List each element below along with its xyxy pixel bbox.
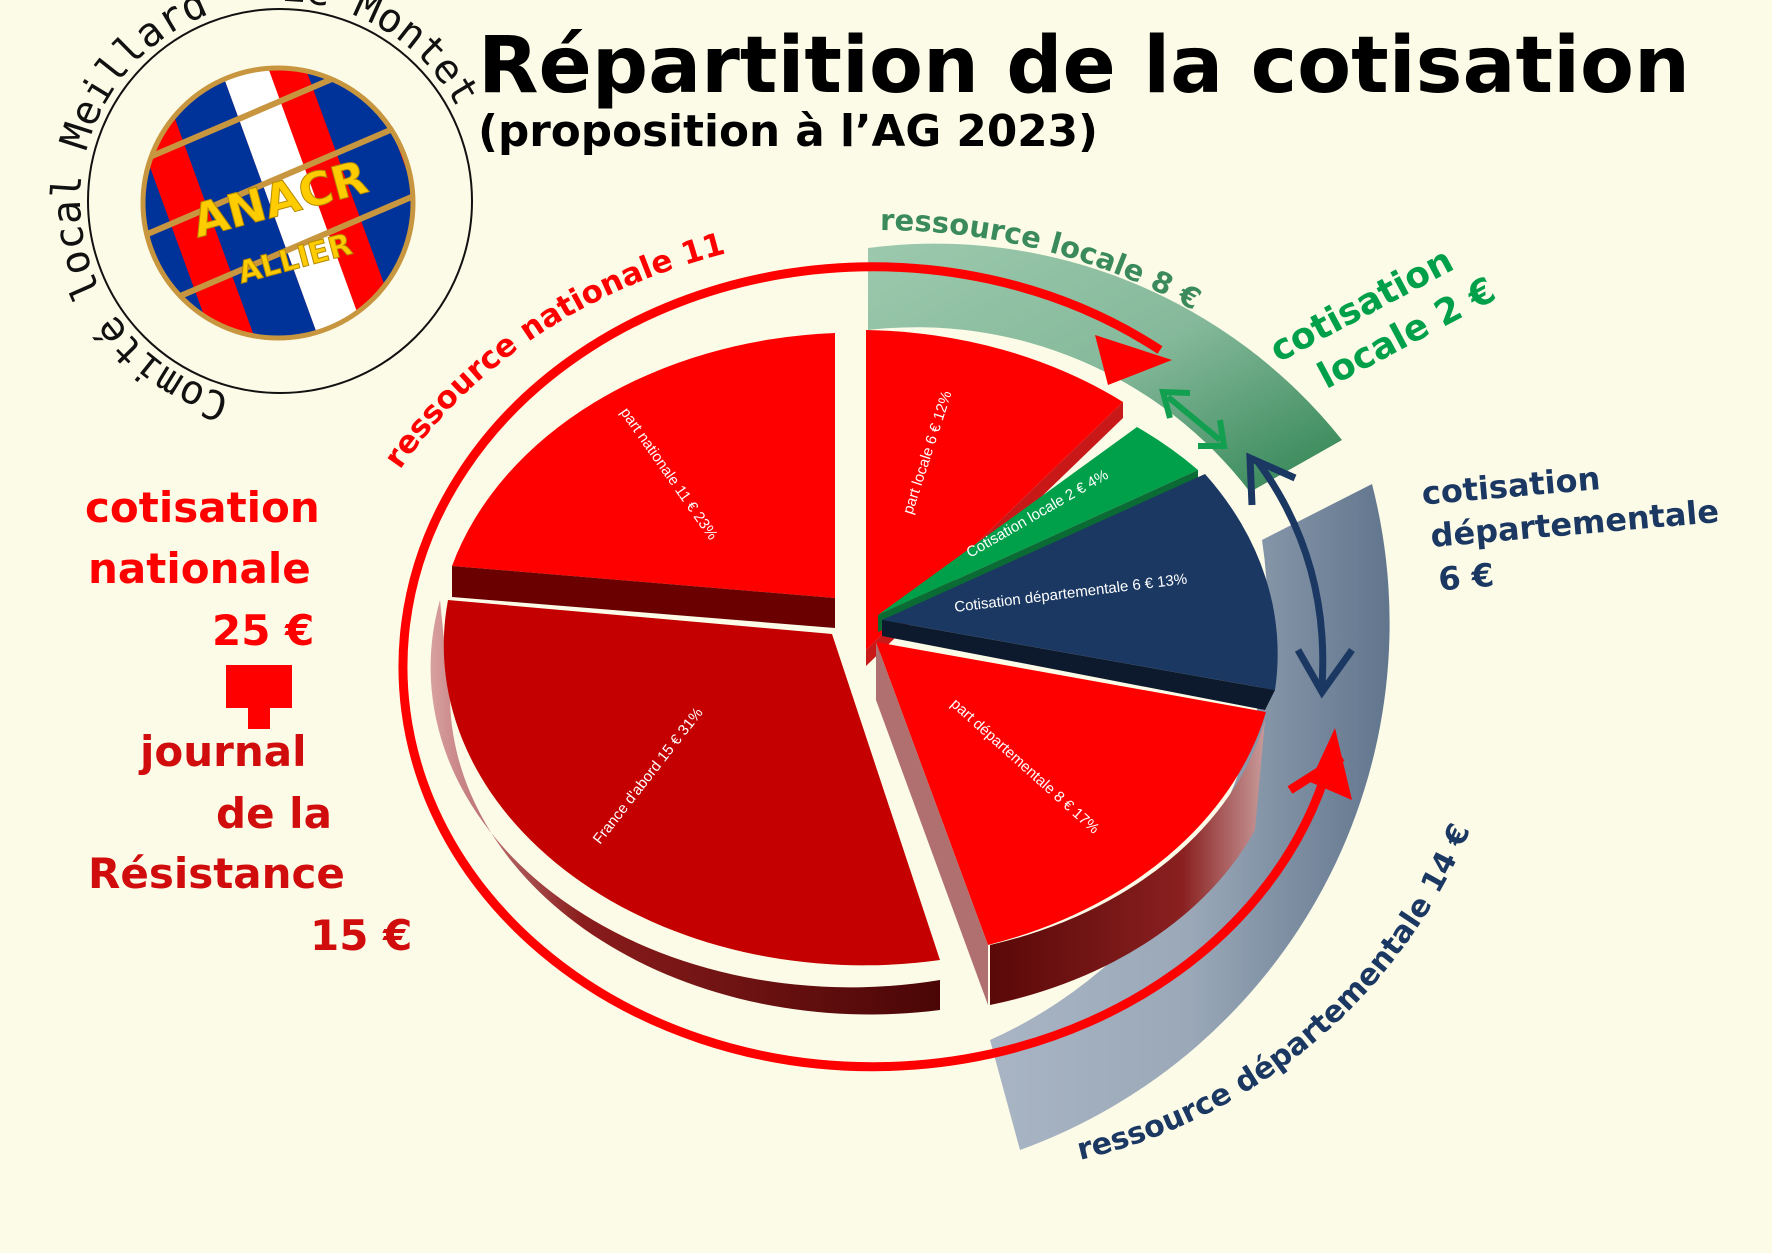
cotisation-dep-line3: 6 € (1437, 556, 1496, 599)
summary-line-journal: journal (138, 727, 307, 776)
summary-line-amount-15: 15 € (310, 911, 412, 960)
slice-part-departementale-side (990, 720, 1265, 1005)
plus-icon (226, 665, 292, 729)
slice-france-dabord[interactable] (443, 600, 940, 966)
slice-cotisation-departementale-edge (882, 620, 1275, 710)
ressource-nationale-ring (398, 262, 1335, 1072)
arrow-shaft-departemental (1287, 753, 1345, 794)
summary-line-resistance: Résistance (88, 849, 345, 898)
cotisation-departementale-callout: cotisation départementale 6 € (1420, 459, 1720, 599)
left-summary: cotisation nationale 25 € journal de la … (85, 483, 412, 960)
summary-line-nationale: nationale (88, 544, 311, 593)
slice-part-nationale[interactable] (452, 333, 835, 598)
logo-badge: ANACR ALLIER (140, 65, 416, 341)
arrow-head-to-local (1095, 335, 1172, 385)
slice-cotisation-departementale[interactable] (882, 474, 1278, 690)
summary-line-amount-25: 25 € (212, 606, 314, 655)
logo: Comité local Meillard - Le Montet ANACR (44, 0, 489, 429)
pie-chart: part nationale 11 € 23% France d'abord 1… (430, 330, 1278, 1015)
slice-part-locale[interactable] (866, 330, 1123, 650)
summary-line-cotisation: cotisation (85, 483, 320, 532)
cotisation-locale-callout: cotisation locale 2 € (1263, 240, 1502, 397)
page-subtitle: (proposition à l’AG 2023) (478, 106, 1098, 157)
page-title: Répartition de la cotisation (478, 21, 1690, 111)
slice-part-departementale[interactable] (876, 642, 1266, 945)
green-double-arrow (1159, 388, 1228, 449)
ressource-departementale-band (990, 484, 1390, 1150)
navy-double-arrow (1246, 452, 1355, 699)
slice-cotisation-locale[interactable] (878, 427, 1198, 615)
slice-part-departementale-inner-edge (876, 642, 988, 1005)
summary-line-de-la: de la (216, 789, 332, 838)
slice-part-nationale-edge (452, 566, 835, 628)
